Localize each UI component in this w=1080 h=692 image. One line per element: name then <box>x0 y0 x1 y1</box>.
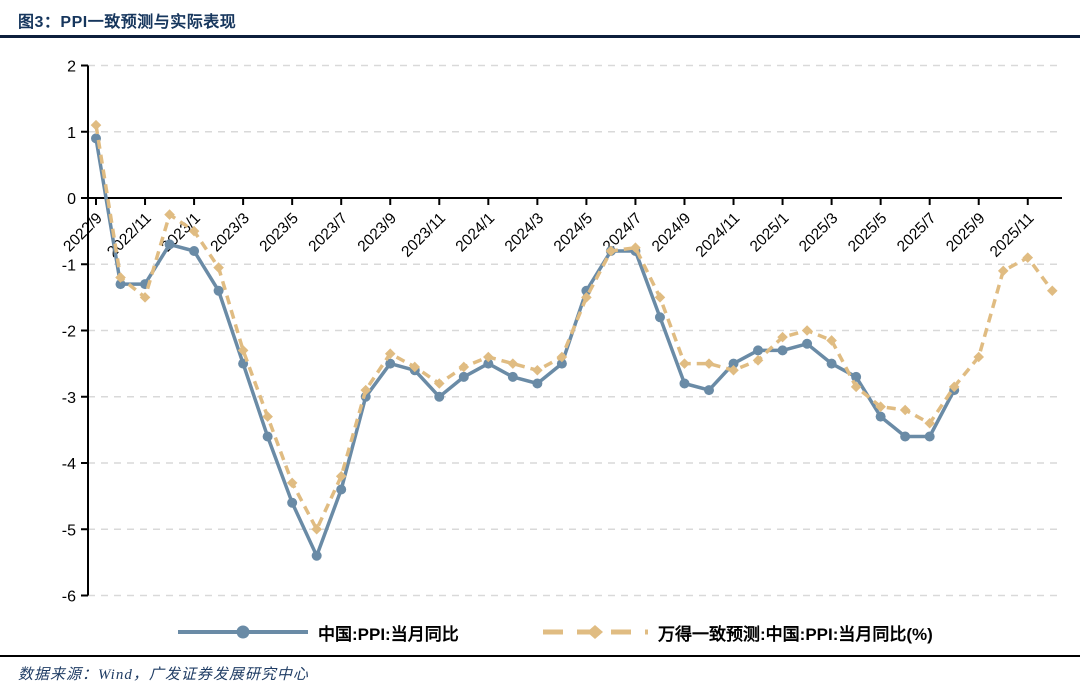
legend-item-actual: 中国:PPI:当月同比 <box>178 618 459 646</box>
svg-text:0: 0 <box>67 191 76 208</box>
svg-text:2023/3: 2023/3 <box>207 210 253 256</box>
svg-text:2023/7: 2023/7 <box>305 210 351 256</box>
svg-text:2025/5: 2025/5 <box>845 210 891 256</box>
svg-text:2024/5: 2024/5 <box>551 210 597 256</box>
svg-text:2024/11: 2024/11 <box>693 210 744 261</box>
svg-text:-6: -6 <box>62 589 76 606</box>
svg-text:2025/3: 2025/3 <box>796 210 842 256</box>
legend-label-actual: 中国:PPI:当月同比 <box>318 624 459 644</box>
legend-line-forecast-icon <box>543 625 648 639</box>
svg-text:2025/7: 2025/7 <box>894 210 940 256</box>
svg-text:1: 1 <box>67 125 76 142</box>
figure-title: 图3：PPI一致预测与实际表现 <box>18 14 237 31</box>
svg-text:-1: -1 <box>62 257 76 274</box>
svg-text:-3: -3 <box>62 390 76 407</box>
legend-item-forecast: 万得一致预测:中国:PPI:当月同比(%) <box>543 618 933 646</box>
chart-legend: 中国:PPI:当月同比 万得一致预测:中国:PPI:当月同比(%) <box>0 618 1080 646</box>
data-source-note: 数据来源：Wind，广发证券发展研究中心 <box>18 667 309 683</box>
svg-text:2023/11: 2023/11 <box>398 210 449 261</box>
svg-text:2025/9: 2025/9 <box>943 210 989 256</box>
svg-text:2023/5: 2023/5 <box>256 210 302 256</box>
footer-divider <box>0 655 1080 657</box>
svg-text:2022/9: 2022/9 <box>60 210 106 256</box>
title-divider <box>0 35 1080 38</box>
svg-text:2: 2 <box>67 59 76 76</box>
legend-line-actual-icon <box>178 625 308 639</box>
svg-text:-5: -5 <box>62 522 76 539</box>
legend-label-forecast: 万得一致预测:中国:PPI:当月同比(%) <box>658 624 933 644</box>
svg-text:2023/9: 2023/9 <box>355 210 401 256</box>
svg-text:2025/1: 2025/1 <box>747 210 793 256</box>
svg-text:2024/1: 2024/1 <box>453 210 499 256</box>
svg-text:-4: -4 <box>62 456 76 473</box>
svg-text:-2: -2 <box>62 324 76 341</box>
svg-text:2024/3: 2024/3 <box>502 210 548 256</box>
svg-text:2025/11: 2025/11 <box>987 210 1038 261</box>
svg-text:2024/9: 2024/9 <box>649 210 695 256</box>
